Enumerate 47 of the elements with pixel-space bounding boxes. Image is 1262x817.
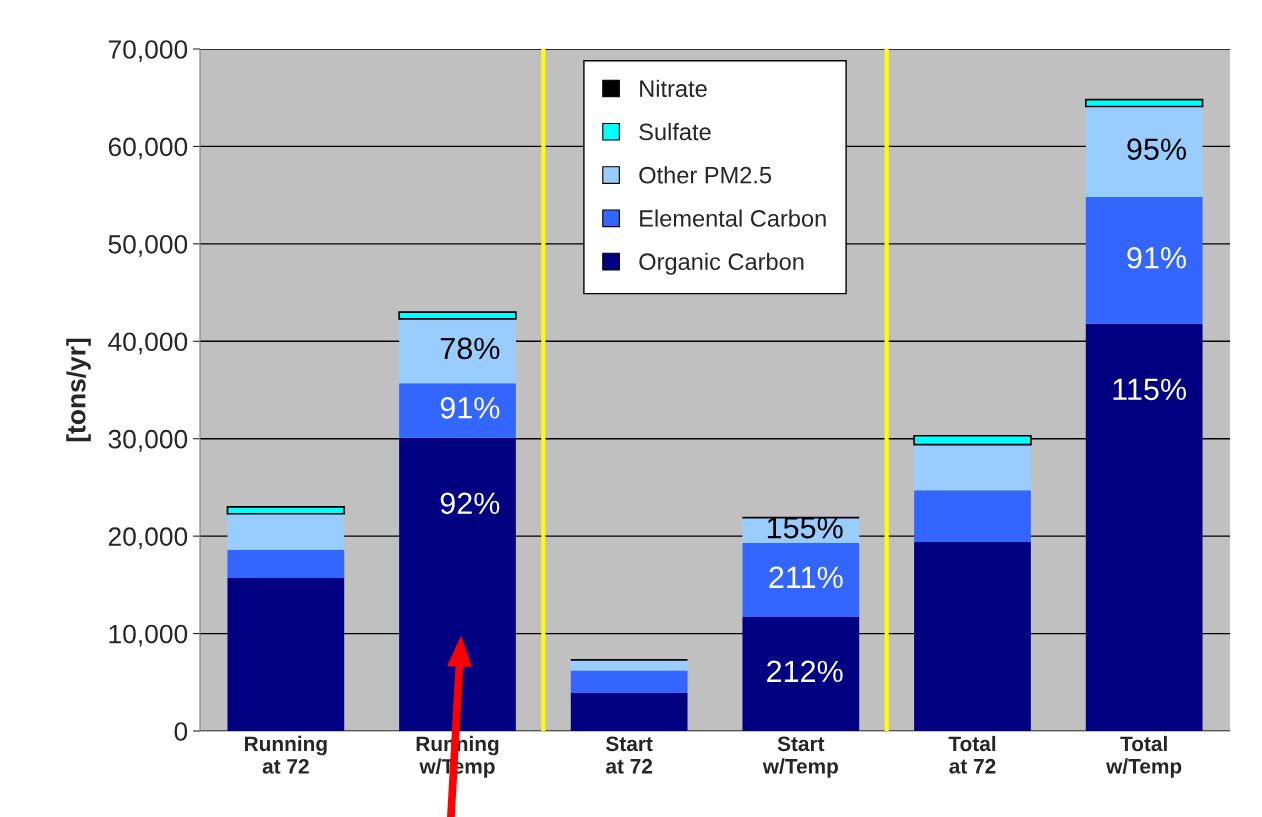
- y-tick-label: 0: [174, 722, 188, 741]
- bar: [1085, 106, 1203, 198]
- y-tick-label: 50,000: [108, 234, 188, 257]
- bar: [1084, 98, 1204, 108]
- bar: [742, 617, 860, 731]
- y-tick-label: 60,000: [108, 137, 188, 160]
- bar: [570, 693, 688, 731]
- bar: [399, 383, 516, 438]
- bar: [914, 490, 1031, 542]
- bar: [227, 513, 345, 550]
- y-axis-title: [tons/yr]: [66, 338, 91, 442]
- bar: [1085, 197, 1203, 324]
- legend-label: Sulfate: [639, 122, 711, 141]
- annotation: 91%: [1127, 246, 1186, 269]
- bar: [570, 659, 688, 671]
- y-tick-label: 10,000: [109, 624, 188, 647]
- x-tick-label: Start w/Temp: [762, 736, 838, 778]
- legend-label: Nitrate: [640, 79, 707, 98]
- y-tick-label: 40,000: [108, 332, 188, 355]
- annotation: 211%: [769, 566, 843, 589]
- annotation: 115%: [1113, 378, 1186, 401]
- x-tick-label: Start at 72: [606, 736, 653, 774]
- bar: [914, 444, 1031, 491]
- annotation: 212%: [767, 660, 843, 683]
- legend-label: Elemental Carbon: [640, 209, 826, 227]
- legend-label: Organic Carbon: [639, 252, 804, 275]
- annotation: 92%: [440, 492, 500, 515]
- bar: [398, 311, 517, 320]
- bar: [570, 670, 688, 693]
- legend-label: Other PM2.5: [639, 166, 772, 184]
- bar: [1085, 323, 1203, 731]
- bar: [227, 549, 345, 579]
- y-tick-label: 30,000: [108, 429, 188, 452]
- x-tick-label: Total w/Temp: [1106, 735, 1182, 778]
- annotation: 95%: [1127, 138, 1186, 160]
- y-tick-label: 20,000: [108, 527, 188, 550]
- bar: [399, 318, 516, 384]
- bar: [226, 506, 346, 515]
- annotation: 91%: [440, 397, 500, 419]
- y-tick-label: 70,000: [108, 40, 188, 62]
- bar: [227, 578, 345, 731]
- bar: [742, 542, 860, 618]
- bar: [914, 541, 1031, 731]
- x-tick-label: Total at 72: [948, 735, 996, 774]
- x-tick-label: Running at 72: [245, 735, 327, 774]
- bar: [399, 437, 516, 731]
- annotation: 78%: [440, 337, 500, 360]
